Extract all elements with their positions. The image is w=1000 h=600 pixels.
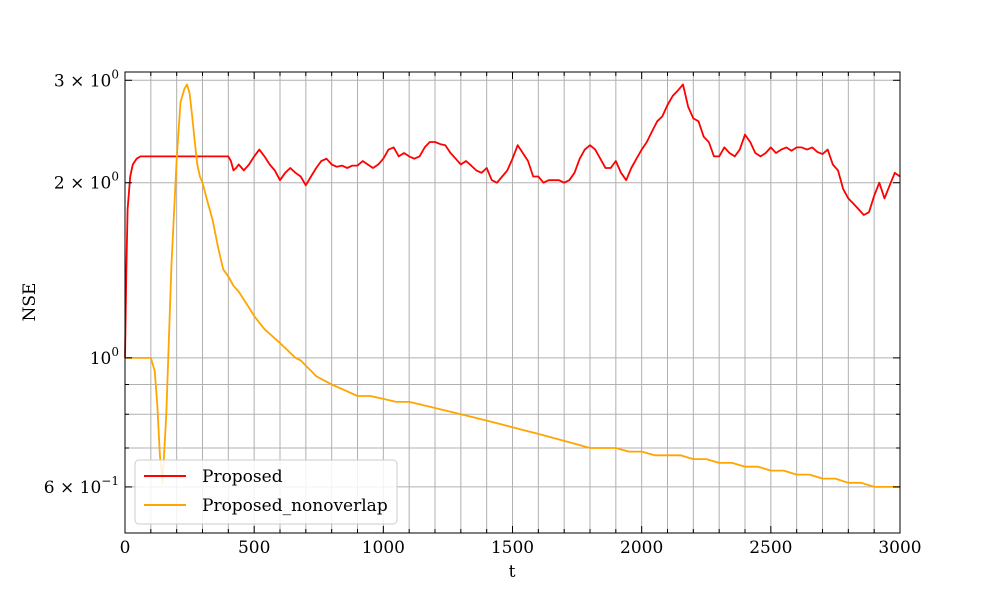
x-tick-label: 3000	[878, 538, 921, 558]
y-tick-label: 3 × 100	[54, 67, 119, 91]
legend: Proposed Proposed_nonoverlap	[134, 459, 398, 525]
x-axis-tick-labels: 0 500 1000 1500 2000 2500 3000	[120, 538, 922, 558]
x-axis-title: t	[509, 562, 516, 582]
y-tick-label: 100	[90, 345, 119, 369]
series-line-proposed-nonoverlap	[125, 83, 900, 488]
legend-box	[134, 459, 398, 525]
x-tick-label: 500	[238, 538, 270, 558]
y-axis-tick-labels: 6 × 10−1 100 2 × 100 3 × 100	[44, 67, 119, 498]
legend-label-proposed-nonoverlap: Proposed_nonoverlap	[202, 496, 388, 516]
x-tick-label: 0	[120, 538, 131, 558]
y-tick-label: 2 × 100	[54, 170, 119, 194]
plot-lines	[124, 83, 901, 488]
legend-label-proposed: Proposed	[202, 467, 283, 487]
x-tick-label: 2000	[620, 538, 663, 558]
y-tick-label: 6 × 10−1	[44, 474, 119, 498]
x-tick-label: 1000	[362, 538, 405, 558]
x-tick-label: 2500	[749, 538, 792, 558]
y-axis-title: NSE	[20, 283, 40, 322]
x-tick-label: 1500	[491, 538, 534, 558]
series-line-proposed	[124, 83, 901, 358]
axis-ticks	[124, 72, 901, 534]
